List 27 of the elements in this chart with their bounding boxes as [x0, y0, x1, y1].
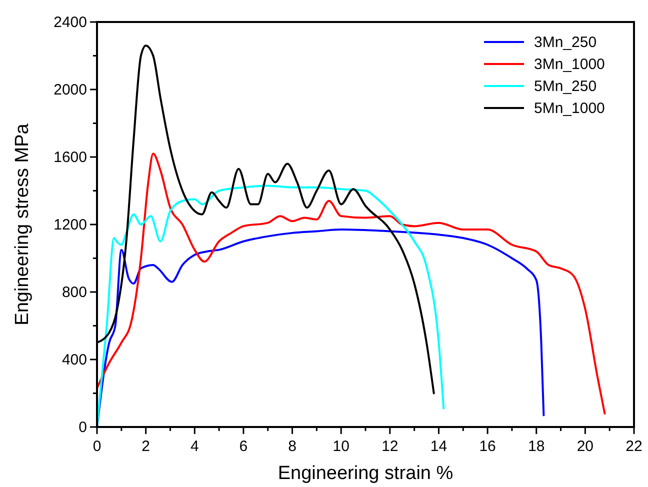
x-tick-label: 0 [92, 438, 102, 455]
legend-label: 3Mn_250 [534, 34, 597, 51]
y-tick-label: 1600 [54, 149, 87, 166]
x-tick-label: 6 [239, 438, 248, 455]
x-tick-label: 22 [626, 438, 642, 455]
x-tick-label: 12 [382, 438, 398, 455]
line-series [96, 228, 545, 428]
y-tick-label: 800 [62, 284, 87, 301]
x-tick-label: 8 [288, 438, 296, 455]
y-axis-title: Engineering stress MPa [12, 123, 33, 326]
x-tick-label: 14 [430, 438, 448, 455]
legend-label: 5Mn_250 [534, 78, 597, 95]
line-series [96, 152, 606, 414]
y-tick-label: 2400 [54, 14, 87, 31]
y-tick-label: 2000 [54, 82, 87, 98]
x-tick-label: 10 [332, 438, 350, 455]
x-tick-label: 4 [190, 438, 199, 455]
x-tick-label: 20 [576, 438, 594, 455]
y-tick-label: 400 [62, 352, 87, 368]
x-tick-label: 2 [142, 438, 150, 455]
y-tick-label: 1200 [54, 216, 87, 234]
legend-label: 3Mn_1000 [534, 56, 605, 73]
y-tick-label: 0 [78, 419, 87, 436]
x-axis-title: Engineering strain % [278, 463, 454, 484]
legend-label: 5Mn_1000 [534, 100, 605, 117]
x-tick-label: 16 [479, 438, 496, 455]
x-tick-label: 18 [528, 438, 545, 455]
